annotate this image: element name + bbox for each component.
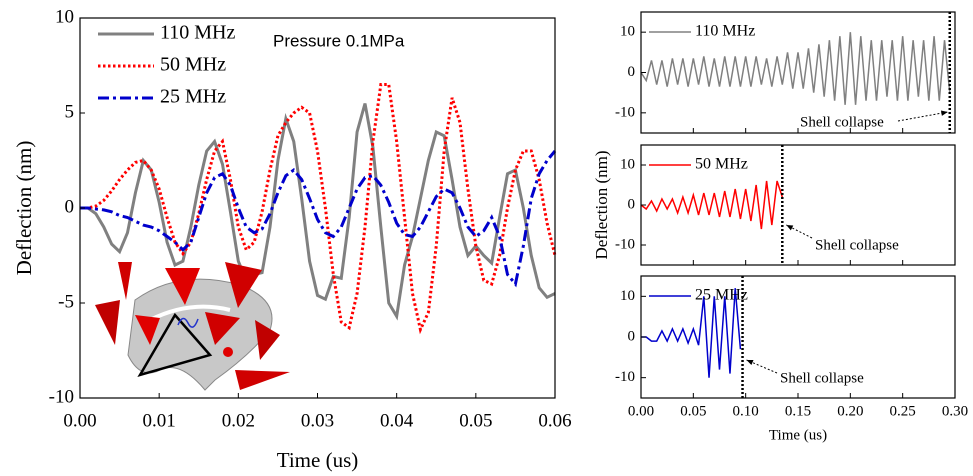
cone [135,315,160,345]
annotation-arrow [897,111,948,122]
y-axis-label: Deflection (nm) [592,150,611,259]
y-tick-label: -5 [58,291,74,312]
x-tick-label: 0.04 [380,410,414,431]
cone [255,320,280,360]
x-axis-label: Time (us) [769,427,827,443]
data-line [80,150,557,288]
y-tick-label: 0 [628,196,636,212]
x-tick-label: 0.05 [459,410,492,431]
arrow-head [940,110,948,116]
legend-label: 50 MHz [695,156,748,173]
legend-label: 110 MHz [160,22,235,44]
x-tick-label: 0.02 [222,410,255,431]
cone [165,268,200,305]
y-tick-label: 0 [65,196,75,217]
annotation-arrow [746,359,778,374]
y-axis-label: Deflection (nm) [12,141,36,276]
x-tick-label: 0.00 [63,410,96,431]
y-tick-label: -10 [615,369,635,385]
x-tick-label: 0.15 [785,403,811,419]
y-tick-label: 10 [620,24,635,40]
data-line [640,32,951,105]
y-tick-label: 5 [65,101,75,122]
cone [205,312,240,345]
x-tick-label: 0.30 [942,403,968,419]
data-line [80,103,556,321]
x-tick-label: 0.05 [680,403,706,419]
data-line [641,288,742,378]
x-tick-label: 0.03 [301,410,334,431]
y-tick-label: 0 [628,64,636,80]
x-tick-label: 0.01 [143,410,176,431]
x-tick-label: 0.06 [538,410,571,431]
arrow-head [786,225,794,231]
y-tick-label: -10 [615,236,635,252]
y-tick-label: 10 [620,288,635,304]
legend-label: 110 MHz [695,23,755,40]
plot-frame [640,11,956,134]
inset-triangle [137,312,213,378]
annotation: Shell collapse [780,370,864,386]
x-tick-label: 0.25 [890,403,916,419]
y-tick-label: -10 [49,386,74,407]
legend-label: 25 MHz [695,287,748,304]
arrow-head [746,360,754,366]
annotation: Shell collapse [815,237,899,253]
annotation: Pressure 0.1MPa [273,31,405,50]
y-tick-label: 10 [620,156,635,172]
annotation: Shell collapse [800,114,884,130]
cone [95,300,120,345]
cone [118,262,132,300]
data-line [80,83,557,335]
x-tick-label: 0.20 [837,403,863,419]
inset-trace [177,317,199,328]
sphere [223,347,233,357]
plot-frame [640,144,956,266]
cone [225,262,262,308]
y-tick-label: 0 [628,328,636,344]
shell-highlight [149,304,231,322]
legend-label: 50 MHz [160,54,226,76]
y-tick-label: -10 [615,104,635,120]
data-line [640,180,784,230]
x-tick-label: 0.00 [628,403,654,419]
legend-label: 25 MHz [160,86,226,108]
x-tick-label: 0.10 [733,403,759,419]
x-axis-label: Time (us) [277,448,359,472]
y-tick-label: 10 [55,6,74,27]
bubble-inset-illustration [95,262,290,391]
cone [235,370,290,390]
